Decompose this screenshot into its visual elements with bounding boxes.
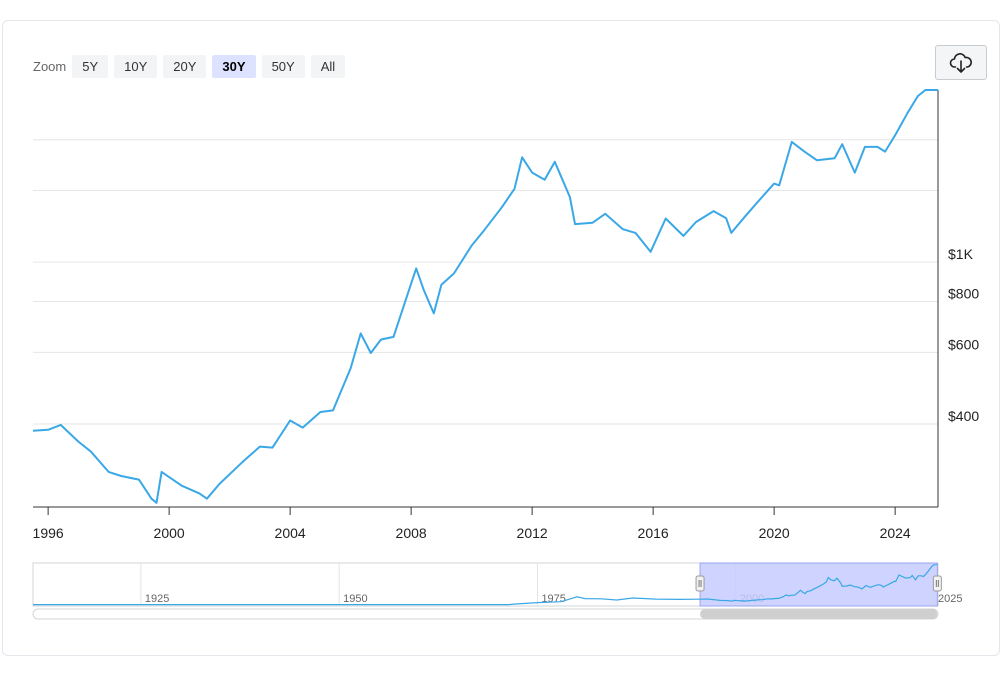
y-tick-label: $800 <box>948 286 979 302</box>
x-axis-ticks: 1996 2000 2004 2008 2012 2016 2020 2024 <box>33 507 911 541</box>
x-tick-label: 2016 <box>638 525 669 541</box>
zoom-50y-button[interactable]: 50Y <box>261 54 305 78</box>
zoom-20y-button[interactable]: 20Y <box>163 54 207 78</box>
zoom-label: Zoom <box>33 58 67 74</box>
navigator-selection[interactable] <box>699 562 938 607</box>
scrollbar-thumb[interactable] <box>700 609 938 619</box>
zoom-all-button[interactable]: All <box>310 54 346 78</box>
y-tick-label: $600 <box>948 336 979 352</box>
cloud-download-icon <box>949 52 972 73</box>
zoom-5y-button[interactable]: 5Y <box>72 54 109 78</box>
navigator-tick-label: 1950 <box>343 593 367 605</box>
navigator-line <box>33 564 938 606</box>
x-tick-label: 2012 <box>517 525 548 541</box>
price-line <box>32 89 938 504</box>
navigator-right-handle[interactable] <box>932 575 942 592</box>
x-tick-label: 2004 <box>275 525 306 541</box>
navigator-tick-label: 1925 <box>145 593 169 605</box>
grid-lines <box>33 139 938 425</box>
y-tick-label: $400 <box>948 408 979 424</box>
navigator[interactable]: 19251950197520002025 <box>32 562 963 620</box>
x-tick-label: 2020 <box>759 525 790 541</box>
chart-card <box>2 20 1000 656</box>
export-button[interactable] <box>935 45 987 80</box>
x-tick-label: 2008 <box>396 525 427 541</box>
x-tick-label: 2000 <box>154 525 185 541</box>
zoom-10y-button[interactable]: 10Y <box>114 54 158 78</box>
zoom-30y-button[interactable]: 30Y <box>212 54 256 78</box>
x-tick-label: 1996 <box>33 525 64 541</box>
navigator-tick-label: 1975 <box>541 593 565 605</box>
navigator-tick-label: 2025 <box>938 593 962 605</box>
y-tick-label: $1K <box>948 246 974 262</box>
zoom-bar: Zoom 5Y 10Y 20Y 30Y 50Y All <box>33 54 351 78</box>
y-axis-ticks: $400 $600 $800 $1K <box>948 246 979 424</box>
x-tick-label: 2024 <box>880 525 911 541</box>
navigator-left-handle[interactable] <box>695 575 705 592</box>
